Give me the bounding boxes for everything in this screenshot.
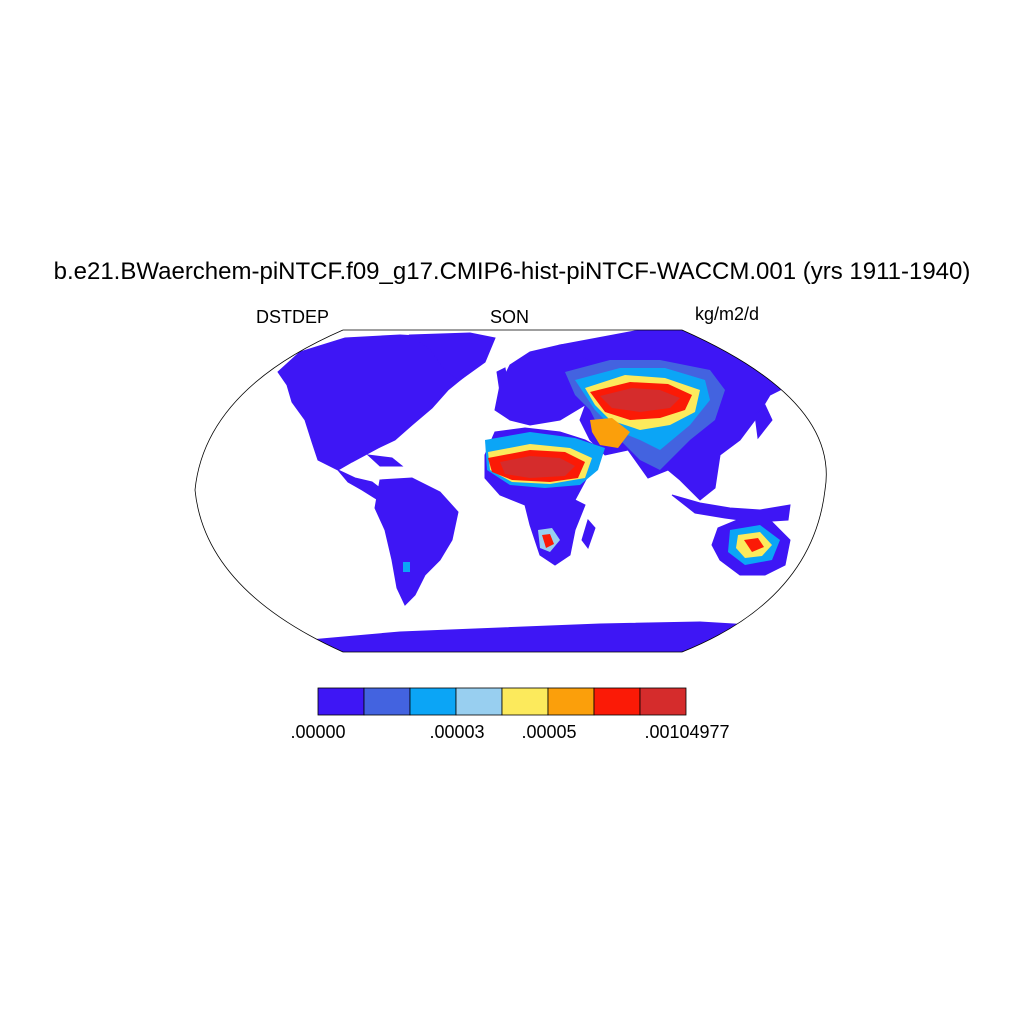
colorbar-box-7 [639,687,687,716]
colorbar-label-2: .00005 [521,722,577,742]
asia-core [600,388,680,412]
colorbar-box-6 [593,687,641,716]
colorbar-box-2 [409,687,457,716]
arabia-orange [590,418,630,448]
colorbar-label-3: .00104977 [644,722,730,742]
indonesia [671,494,791,523]
variable-label: DSTDEP [256,307,330,327]
uk [496,367,509,393]
south-america [374,477,459,606]
colorbar-box-0 [317,687,365,716]
patagonia-dust [403,562,410,572]
map-boundary [194,329,827,653]
colorbar-box-5 [547,687,595,716]
units-label: kg/m2/d [695,304,760,324]
colorbar-label-1: .00003 [429,722,485,742]
south-africa-core [542,534,554,548]
sahara-core-dark [500,456,575,478]
australia-core [744,538,764,552]
colorbar-box-3 [455,687,503,716]
dust-deposition-overlay [403,360,780,572]
madagascar [581,518,596,550]
japan [754,404,773,440]
colorbar-label-0: .00000 [290,722,346,742]
colorbar [317,687,687,716]
colorbar-labels: .00000 .00003 .00005 .00104977 [0,722,1024,746]
map-content [277,330,821,652]
map-title: b.e21.BWaerchem-piNTCF.f09_g17.CMIP6-his… [53,258,971,285]
colorbar-box-4 [501,687,549,716]
season-label: SON [490,307,530,327]
caribbean [366,454,404,467]
greenland [408,332,496,381]
new-zealand [789,564,809,591]
colorbar-box-1 [363,687,411,716]
antarctica [299,621,821,652]
